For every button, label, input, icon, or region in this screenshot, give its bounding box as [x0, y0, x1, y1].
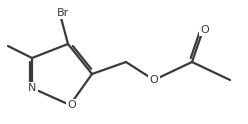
- Text: N: N: [28, 83, 36, 93]
- Text: O: O: [150, 75, 158, 85]
- Text: Br: Br: [57, 8, 69, 18]
- Text: O: O: [201, 25, 209, 35]
- Text: O: O: [68, 100, 76, 110]
